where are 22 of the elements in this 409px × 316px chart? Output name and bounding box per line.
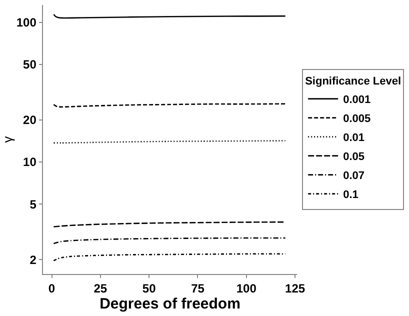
x-axis-title: Degrees of freedom	[100, 296, 240, 313]
legend-label: 0.001	[343, 94, 371, 106]
x-tick-label: 125	[285, 282, 306, 296]
x-tick-label: 75	[191, 282, 205, 296]
x-tick-label: 100	[236, 282, 257, 296]
line-series	[53, 253, 286, 262]
legend-label: 0.1	[343, 189, 358, 202]
y-tick-label: 20	[23, 113, 37, 128]
x-tick-label: 25	[94, 282, 108, 296]
legend-label: 0.005	[343, 113, 371, 126]
legend-label: 0.07	[343, 170, 364, 182]
legend-title: Significance Level	[305, 75, 402, 88]
x-tick-label: 0	[48, 282, 56, 296]
y-tick-label: 50	[23, 58, 37, 72]
y-tick-label: 5	[30, 197, 37, 212]
y-tick-label: 10	[23, 155, 37, 170]
y-axis-title: γ	[0, 136, 15, 143]
legend-label: 0.05	[343, 151, 364, 164]
legend-label: 0.01	[343, 132, 364, 144]
x-tick-label: 50	[142, 282, 156, 296]
y-tick-label: 100	[16, 16, 37, 30]
y-tick-label: 2	[30, 252, 37, 267]
